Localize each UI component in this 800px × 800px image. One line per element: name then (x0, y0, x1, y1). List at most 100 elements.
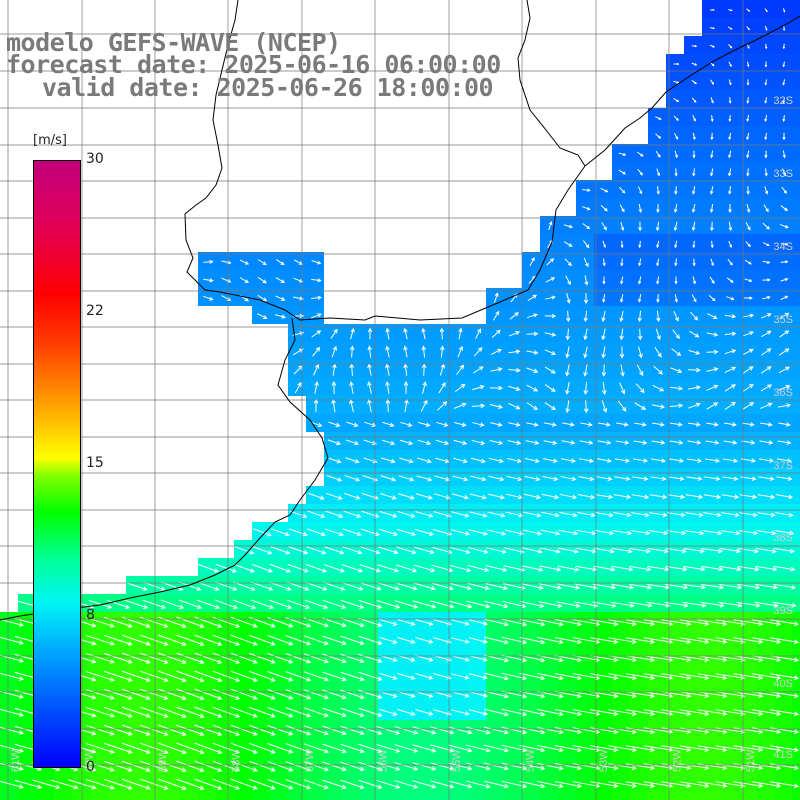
wind-arrow (769, 709, 799, 717)
wind-cell (450, 522, 468, 540)
wind-arrow (704, 476, 721, 481)
wind-cell (720, 414, 738, 432)
wind-arrow (769, 655, 799, 663)
wind-arrow (285, 761, 312, 772)
wind-arrow (672, 329, 680, 340)
wind-cell (558, 684, 576, 702)
wind-arrow (537, 672, 564, 681)
wind-arrow (143, 581, 166, 591)
wind-arrow (524, 475, 541, 482)
latitude-label: 35S (773, 314, 793, 326)
wind-arrow (0, 780, 24, 789)
wind-cell (342, 558, 360, 576)
wind-cell (720, 702, 738, 720)
wind-cell (288, 324, 306, 342)
wind-cell (738, 684, 756, 702)
wind-arrow (269, 581, 292, 591)
wind-cell (558, 648, 576, 666)
wind-cell (666, 612, 684, 630)
wind-arrow (580, 422, 593, 427)
wind-arrow (710, 168, 714, 177)
wind-arrow (594, 547, 615, 554)
wind-cell (720, 540, 738, 558)
wind-cell (180, 594, 198, 612)
wind-arrow (436, 421, 449, 427)
wind-cell (0, 630, 18, 648)
wind-arrow (475, 328, 482, 340)
wind-arrow (505, 511, 524, 518)
wind-arrow (625, 781, 656, 789)
wind-arrow (703, 512, 722, 518)
wind-arrow (230, 688, 258, 700)
wind-cell (342, 522, 360, 540)
wind-arrow (161, 581, 184, 591)
wind-arrow (619, 204, 625, 213)
wind-cell (432, 414, 450, 432)
wind-arrow (764, 43, 768, 50)
wind-cell (378, 648, 396, 666)
wind-cell (666, 648, 684, 666)
wind-arrow (194, 688, 223, 700)
wind-arrow (450, 529, 471, 536)
wind-arrow (454, 422, 467, 427)
wind-cell (792, 738, 800, 756)
wind-cell (342, 396, 360, 414)
wind-arrow (764, 97, 768, 104)
wind-cell (684, 144, 702, 162)
wind-cell (720, 468, 738, 486)
wind-cell (720, 216, 738, 234)
wind-cell (234, 540, 252, 558)
wind-cell (720, 324, 738, 342)
wind-cell (360, 522, 378, 540)
wind-arrow (415, 493, 433, 500)
wind-cell (324, 666, 342, 684)
wind-arrow (104, 652, 133, 664)
wind-arrow (323, 564, 346, 573)
wind-cell (630, 180, 648, 198)
wind-arrow (671, 348, 682, 357)
wind-cell (774, 594, 792, 612)
wind-cell (558, 576, 576, 594)
wind-arrow (303, 761, 329, 772)
wind-cell (324, 774, 342, 792)
wind-arrow (782, 25, 786, 32)
wind-cell (666, 594, 684, 612)
wind-cell (378, 702, 396, 720)
wind-cell (288, 270, 306, 288)
wind-cell (360, 378, 378, 396)
wind-cell (396, 342, 414, 360)
wind-arrow (412, 726, 437, 735)
wind-cell (360, 738, 378, 756)
wind-cell (486, 378, 504, 396)
wind-arrow (689, 330, 700, 338)
wind-arrow (649, 494, 668, 500)
wind-arrow (758, 476, 775, 482)
wind-cell (738, 612, 756, 630)
wind-cell (486, 396, 504, 414)
wind-arrow (349, 345, 355, 358)
wind-cell (396, 324, 414, 342)
wind-cell (270, 540, 288, 558)
wind-cell (540, 522, 558, 540)
wind-cell (504, 342, 522, 360)
wind-arrow (430, 744, 455, 753)
wind-arrow (468, 673, 488, 680)
wind-arrow (197, 563, 219, 573)
wind-cell (324, 648, 342, 666)
wind-arrow (466, 726, 491, 735)
wind-cell (630, 252, 648, 270)
wind-arrow (489, 404, 504, 409)
wind-cell (594, 702, 612, 720)
wind-cell (342, 360, 360, 378)
wind-cell (702, 162, 720, 180)
wind-cell (504, 576, 522, 594)
wind-cell (306, 396, 324, 414)
wind-arrow (596, 458, 612, 463)
wind-arrow (358, 779, 383, 789)
wind-cell (540, 558, 558, 576)
wind-arrow (293, 296, 304, 301)
wind-arrow (779, 223, 789, 229)
wind-cell (360, 360, 378, 378)
wind-cell (702, 738, 720, 756)
